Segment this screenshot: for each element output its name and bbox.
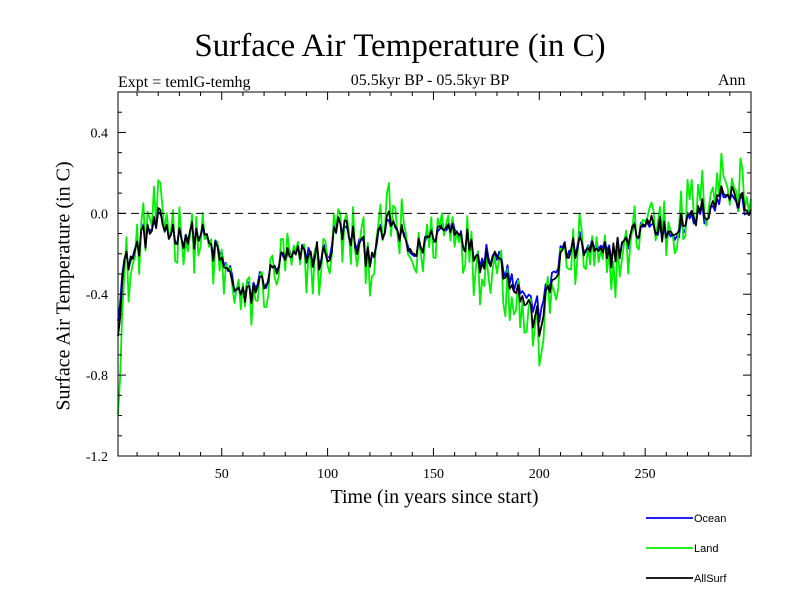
y-tick-label: -1.2 [86,450,108,465]
series-line-land [117,152,752,415]
x-tick-label: 50 [215,467,229,482]
chart-subtitle: 05.5kyr BP - 05.5kyr BP [350,72,510,89]
y-tick-label: -0.8 [86,369,108,384]
series-line-allsurf [117,185,752,338]
y-tick-label: 0.0 [91,207,109,222]
legend-label-land: Land [694,543,718,555]
legend-label-ocean: Ocean [694,513,726,525]
period-label: Ann [718,72,746,89]
axes-layer: 50 100 150 200 250 0.4 0.0 -0.4 -0.8 -1.2 [86,91,752,482]
x-tick-label: 150 [423,467,444,482]
y-tick-label: -0.4 [86,288,108,303]
x-tick-label: 100 [317,467,338,482]
y-tick-label: 0.4 [91,126,109,141]
x-tick-label: 200 [529,467,550,482]
x-axis-label: Time (in years since start) [330,486,539,508]
legend-label-allsurf: AllSurf [694,573,727,585]
legend: Ocean Land AllSurf [646,513,727,585]
series-layer [117,152,752,415]
x-tick-label: 250 [635,467,656,482]
experiment-label: Expt = temlG-temhg [118,74,251,91]
chart-title: Surface Air Temperature (in C) [194,28,606,64]
